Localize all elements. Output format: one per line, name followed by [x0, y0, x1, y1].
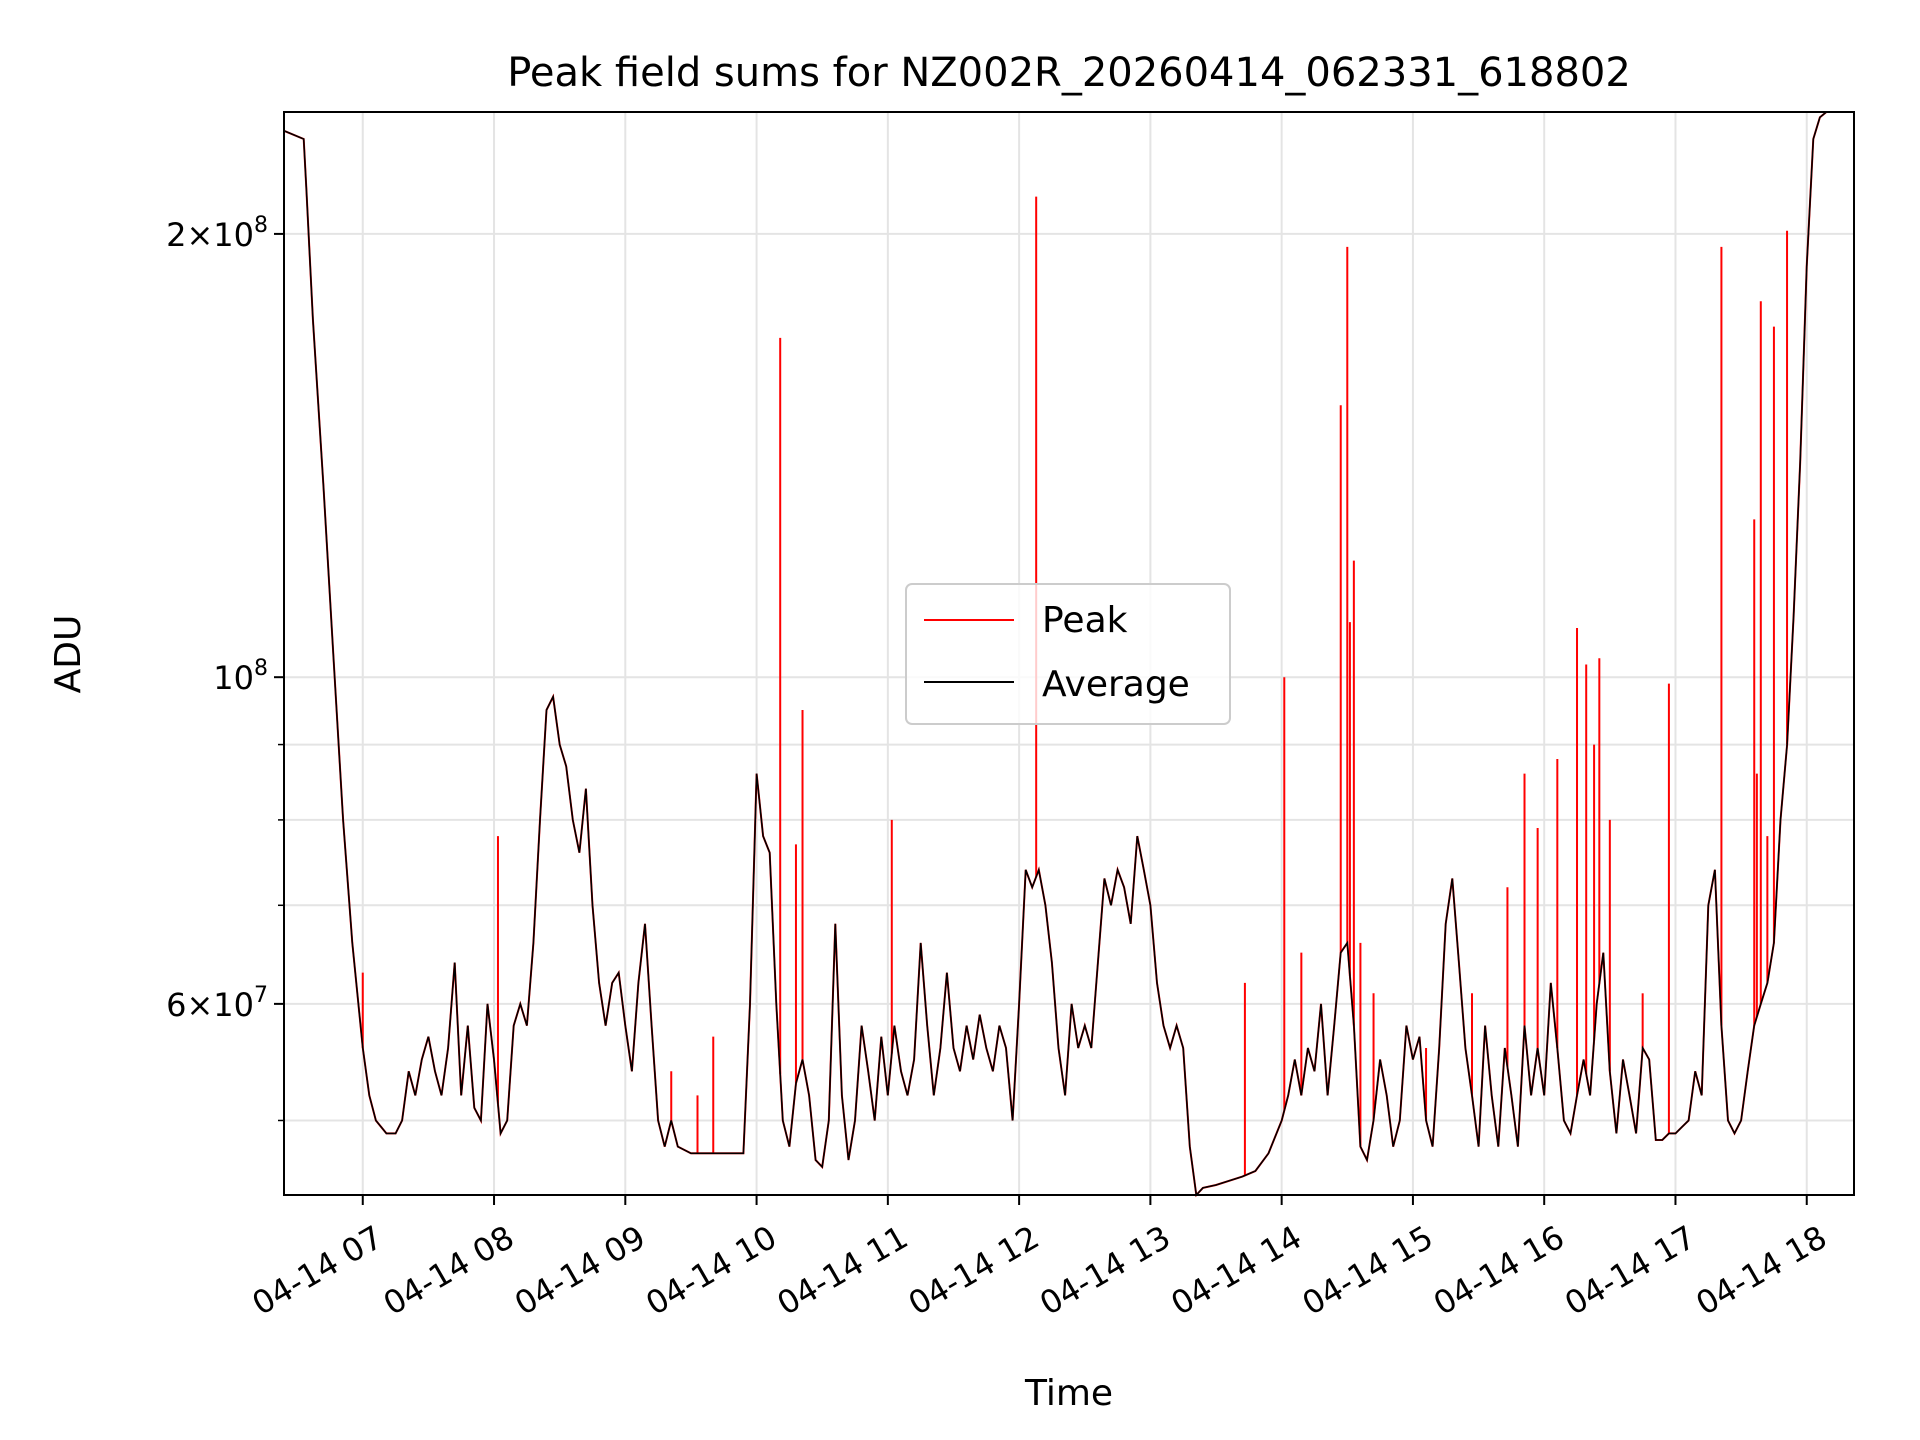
x-tick-label: 04-14 09 — [508, 1218, 652, 1323]
average-path — [283, 111, 1827, 1197]
x-tick-label: 04-14 16 — [1427, 1218, 1571, 1323]
x-tick-label: 04-14 08 — [377, 1218, 521, 1323]
chart-title: Peak field sums for NZ002R_20260414_0623… — [507, 50, 1631, 96]
y-tick-label: 108 — [213, 656, 268, 697]
x-tick-label: 04-14 14 — [1164, 1218, 1308, 1323]
y-tick-label: 6×107 — [166, 983, 268, 1024]
x-tick-label: 04-14 13 — [1033, 1218, 1177, 1323]
x-tick-label: 04-14 10 — [639, 1218, 783, 1323]
x-tick-label: 04-14 18 — [1690, 1218, 1834, 1323]
x-tick-label: 04-14 15 — [1296, 1218, 1440, 1323]
y-axis-ticks: 6×107 108 2×108 — [166, 213, 284, 1122]
plot-area-frame — [283, 111, 1855, 1196]
y-axis-label: ADU — [48, 615, 89, 694]
x-tick-label: 04-14 17 — [1558, 1218, 1702, 1323]
x-axis-label: Time — [1024, 1373, 1113, 1414]
x-tick-label: 04-14 07 — [246, 1218, 390, 1323]
x-tick-label: 04-14 12 — [902, 1218, 1046, 1323]
x-tick-label: 04-14 11 — [771, 1218, 915, 1323]
legend: Peak Average — [905, 583, 1231, 725]
series-average-line — [283, 111, 1827, 1197]
legend-label-average: Average — [1042, 664, 1190, 705]
y-tick-label: 2×108 — [166, 213, 268, 254]
series-peak-line — [283, 111, 1828, 1198]
legend-label-peak: Peak — [1042, 600, 1128, 641]
